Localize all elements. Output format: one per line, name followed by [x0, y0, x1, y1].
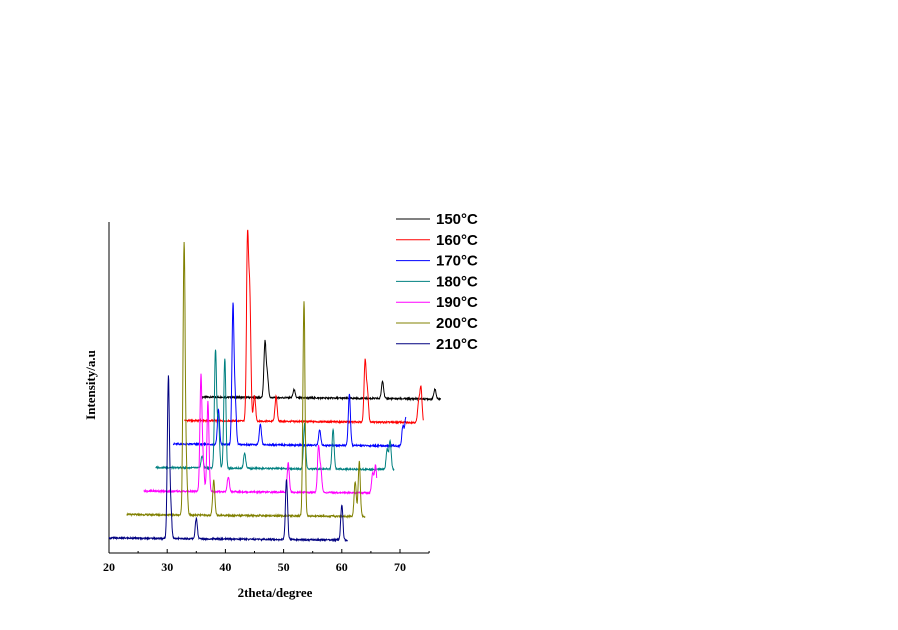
x-tick-label: 40 — [219, 560, 231, 574]
y-axis-title: Intensity/a.u — [83, 350, 98, 420]
legend-label-5: 200°C — [436, 315, 478, 332]
x-tick-label: 60 — [336, 560, 348, 574]
x-tick-label: 20 — [103, 560, 115, 574]
x-axis-title: 2theta/degree — [238, 585, 313, 600]
series-line-6 — [108, 375, 349, 543]
legend-label-3: 180°C — [436, 273, 478, 290]
series-line-0 — [201, 339, 442, 402]
legend-label-4: 190°C — [436, 294, 478, 311]
series-line-4 — [143, 373, 378, 495]
series-line-2 — [172, 302, 407, 449]
legend-label-0: 150°C — [436, 211, 478, 228]
x-tick-label: 30 — [161, 560, 173, 574]
legend-label-1: 160°C — [436, 232, 478, 249]
legend: 150°C 160°C 170°C 180°C 190°C 200°C 210°C — [396, 211, 478, 353]
x-tick-label: 50 — [278, 560, 290, 574]
x-tick-label: 70 — [394, 560, 406, 574]
series-line-1 — [184, 229, 424, 425]
plot-area: 20 30 40 50 60 70 — [103, 222, 442, 574]
legend-label-2: 170°C — [436, 253, 478, 270]
legend-label-6: 210°C — [436, 336, 478, 353]
series-line-3 — [155, 349, 395, 472]
